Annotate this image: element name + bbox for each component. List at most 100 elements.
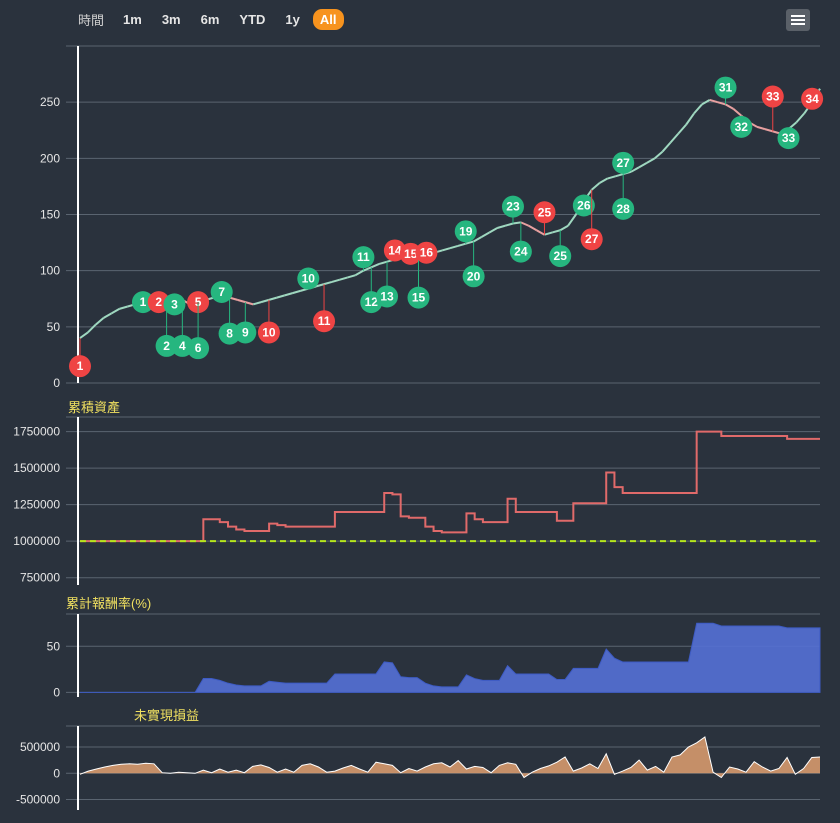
trade-flag-sell [69, 355, 91, 378]
trade-flag-label: 10 [302, 272, 316, 286]
trade-flag-buy [777, 127, 800, 150]
y-tick-label: 750000 [20, 571, 60, 585]
trade-flag-label: 28 [617, 202, 631, 216]
trade-flag-buy [612, 197, 635, 220]
price-segment [245, 301, 254, 306]
price-segment [268, 296, 278, 301]
price-segment [339, 276, 348, 281]
y-tick-label: 1000000 [13, 534, 60, 548]
price-segment [528, 224, 538, 232]
trade-flag-label: 32 [735, 120, 749, 134]
price-segment [276, 294, 285, 299]
y-tick-label: 500000 [20, 740, 60, 754]
trade-flag-label: 4 [179, 339, 186, 353]
y-tick-label: 50 [47, 320, 61, 334]
trade-flag-buy [376, 285, 399, 308]
trade-flag-label: 33 [766, 90, 780, 104]
price-segment [732, 108, 742, 117]
price-segment [725, 103, 734, 110]
trade-flag-label: 1 [140, 295, 147, 309]
equity-line [80, 430, 820, 543]
range-button-3m[interactable]: 3m [161, 11, 181, 27]
hamburger-menu-icon[interactable] [786, 9, 810, 31]
price-segment [79, 331, 89, 339]
range-selector-label: 時間 [78, 12, 105, 28]
trade-flag-label: 34 [805, 92, 819, 106]
price-segment [615, 173, 624, 178]
trade-flag-buy [462, 265, 485, 288]
y-tick-label: 250 [40, 95, 60, 109]
price-segment [669, 132, 680, 144]
trade-flag-buy [210, 281, 233, 304]
range-button-1m[interactable]: 1m [123, 11, 142, 27]
y-tick-label: 100 [40, 264, 60, 278]
trade-flag-sell [399, 242, 422, 265]
trade-flag-buy [549, 245, 572, 268]
trade-flag-label: 20 [467, 269, 481, 283]
range-button-all[interactable]: All [312, 8, 344, 30]
trade-flag-label: 24 [514, 245, 528, 259]
trade-flag-buy [155, 334, 178, 357]
trade-flag-sell [533, 201, 556, 224]
trade-flag-sell [313, 310, 336, 333]
price-segment [591, 182, 601, 191]
trade-flag-buy [234, 321, 257, 344]
range-button-1y[interactable]: 1y [285, 11, 300, 27]
price-segment [323, 280, 333, 286]
price-segment [331, 278, 341, 283]
price-segment [701, 99, 711, 106]
price-segment [363, 266, 372, 272]
price-segment [284, 292, 293, 297]
trade-flag-sell [415, 241, 438, 264]
trade-flag-label: 11 [357, 250, 370, 264]
y-tick-label: -500000 [16, 793, 60, 807]
range-button-ytd[interactable]: YTD [239, 11, 266, 27]
trade-flag-label: 13 [380, 290, 394, 304]
price-segment [237, 298, 246, 304]
price-segment [252, 301, 262, 306]
price-segment [709, 98, 718, 104]
trade-flag-label: 6 [195, 341, 202, 355]
price-segment [378, 260, 388, 265]
price-segment [87, 323, 97, 334]
trade-flag-sell [257, 321, 280, 344]
trade-flag-buy [730, 115, 753, 138]
y-tick-label: 150 [40, 208, 60, 222]
trade-flag-sell [801, 87, 824, 110]
trade-flag-label: 1 [77, 359, 84, 373]
price-segment [677, 123, 687, 135]
trade-flag-label: 15 [404, 247, 418, 261]
price-segment [441, 247, 451, 252]
price-segment [654, 150, 664, 160]
price-segment [347, 274, 356, 279]
trade-flag-label: 27 [585, 232, 599, 246]
return-area [80, 622, 821, 693]
price-segment [292, 289, 301, 295]
price-segment [95, 317, 105, 326]
price-segment [488, 227, 498, 234]
range-selector: 時間 1m 3m 6m YTD 1y All [78, 6, 344, 32]
price-segment [693, 103, 703, 115]
trade-flag-label: 2 [155, 295, 162, 309]
trade-flag-sell [761, 85, 784, 108]
y-tick-label: 0 [53, 376, 60, 390]
trade-flag-buy [407, 286, 430, 309]
price-segment [567, 213, 577, 227]
y-tick-label: 0 [53, 766, 60, 780]
price-segment [119, 305, 128, 310]
range-button-6m[interactable]: 6m [200, 11, 220, 27]
price-segment [559, 224, 569, 232]
trade-flag-label: 3 [171, 297, 178, 311]
price-segment [795, 112, 806, 124]
trade-flag-buy [714, 76, 737, 99]
trade-flag-buy [352, 246, 375, 269]
trade-flag-label: 11 [318, 314, 331, 328]
y-tick-label: 0 [53, 685, 60, 699]
price-segment [630, 166, 640, 173]
price-segment [599, 177, 608, 184]
price-segment [457, 242, 467, 247]
trade-flag-label: 15 [412, 291, 426, 305]
trade-flag-label: 8 [226, 327, 233, 341]
unrealized-area [80, 737, 820, 778]
